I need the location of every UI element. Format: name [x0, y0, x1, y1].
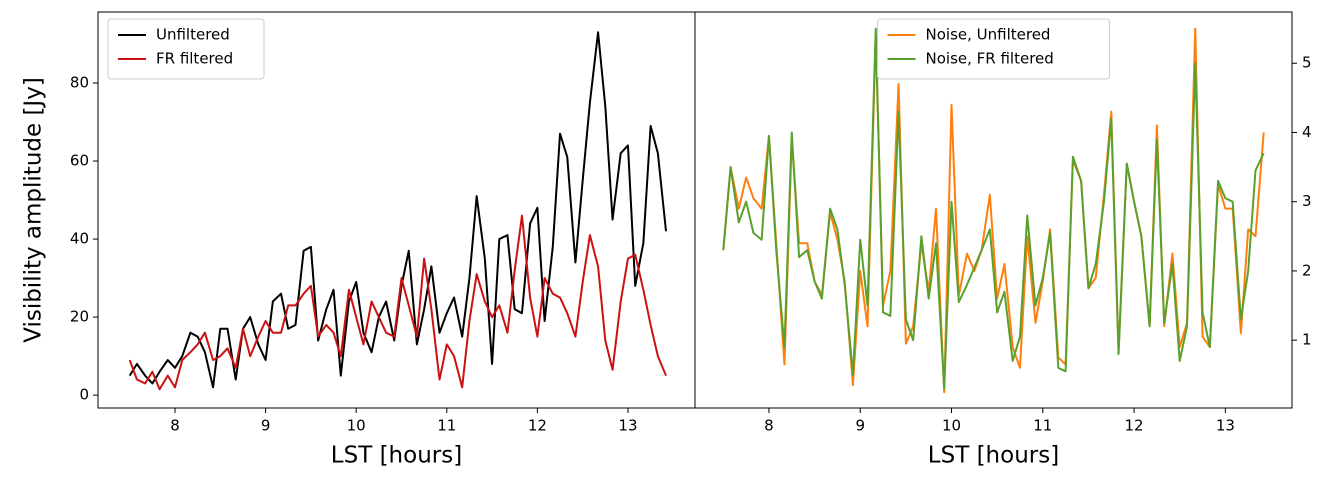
x-tick-label: 12	[1125, 417, 1144, 435]
x-axis-label: LST [hours]	[928, 443, 1059, 469]
x-tick-label: 12	[528, 417, 547, 435]
series-line	[722, 27, 1265, 394]
x-tick-label: 13	[1216, 417, 1235, 435]
x-tick-label: 11	[1033, 417, 1052, 435]
legend-label: Noise, FR filtered	[926, 50, 1054, 68]
series-line	[722, 27, 1265, 390]
x-tick-label: 10	[942, 417, 961, 435]
legend-label: Unfiltered	[156, 26, 230, 44]
x-tick-label: 10	[347, 417, 366, 435]
y-tick-label: 60	[70, 152, 89, 170]
legend-box	[107, 18, 265, 80]
y-axis-label: Visibility amplitude [Jy]	[21, 77, 47, 343]
y-tick-label: 40	[70, 230, 89, 248]
y-tick-label: 4	[1302, 123, 1312, 141]
x-tick-label: 11	[437, 417, 456, 435]
y-tick-label: 20	[70, 308, 89, 326]
series-line	[128, 214, 667, 391]
y-tick-label: 5	[1302, 54, 1312, 72]
y-tick-label: 3	[1302, 192, 1312, 210]
axes-frame	[694, 11, 1293, 409]
x-tick-label: 8	[170, 417, 180, 435]
legend-box	[877, 18, 1110, 80]
legend-label: Noise, Unfiltered	[926, 26, 1051, 44]
x-tick-label: 13	[618, 417, 637, 435]
x-axis-label: LST [hours]	[331, 443, 462, 469]
y-tick-label: 2	[1302, 261, 1312, 279]
x-tick-label: 8	[764, 417, 774, 435]
x-tick-label: 9	[855, 417, 865, 435]
y-tick-label: 1	[1302, 331, 1312, 349]
y-tick-label: 0	[79, 386, 89, 404]
y-tick-label: 80	[70, 74, 89, 92]
legend-label: FR filtered	[156, 50, 233, 68]
series-line	[128, 31, 668, 389]
x-tick-label: 9	[261, 417, 271, 435]
